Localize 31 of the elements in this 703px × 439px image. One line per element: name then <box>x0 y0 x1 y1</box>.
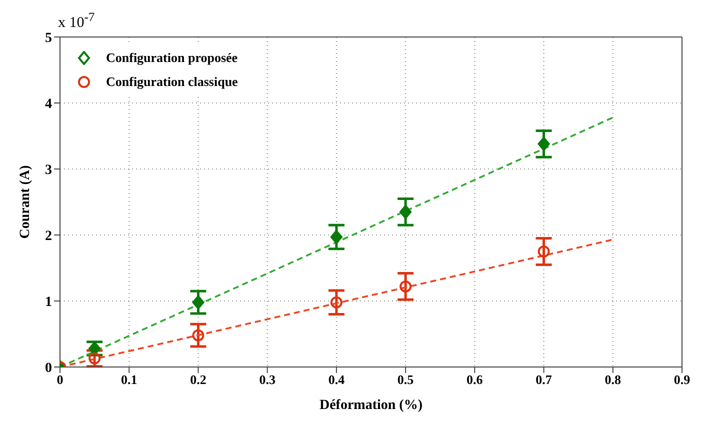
x-tick-label: 0.3 <box>259 372 276 388</box>
point <box>88 352 101 364</box>
x-tick-label: 0 <box>56 372 64 388</box>
x-tick-label: 0.9 <box>674 372 691 388</box>
y-tick-label: 0 <box>45 360 52 376</box>
legend-label: Configuration classique <box>106 73 238 91</box>
y-tick-label: 5 <box>45 30 52 46</box>
point <box>538 246 550 258</box>
y-tick-label: 2 <box>45 228 52 244</box>
point <box>330 296 342 308</box>
point <box>538 136 550 151</box>
legend-label: Configuration proposée <box>106 49 238 67</box>
point <box>192 329 204 342</box>
y-tick-label: 4 <box>45 96 52 112</box>
point <box>88 342 101 356</box>
x-tick-label: 0.8 <box>604 372 622 388</box>
point <box>400 204 412 219</box>
y-axis-title: Courant (A) <box>18 164 33 239</box>
y-tick-label: 3 <box>45 162 52 178</box>
text: x 10$^{-7}$ <box>58 10 95 32</box>
point <box>330 230 342 244</box>
x-tick-label: 0.7 <box>536 372 552 388</box>
x-tick-label: 0.2 <box>190 372 206 388</box>
x-tick-label: 0.4 <box>328 372 346 388</box>
x-tick-label: 0.5 <box>397 372 414 388</box>
x-tick-label: 0.1 <box>120 372 138 388</box>
y-tick-label: 1 <box>45 294 52 310</box>
x-axis-title: Déformation (%) <box>319 398 423 413</box>
x-tick-label: 0.6 <box>466 372 484 388</box>
point <box>400 280 412 292</box>
point <box>192 295 204 310</box>
